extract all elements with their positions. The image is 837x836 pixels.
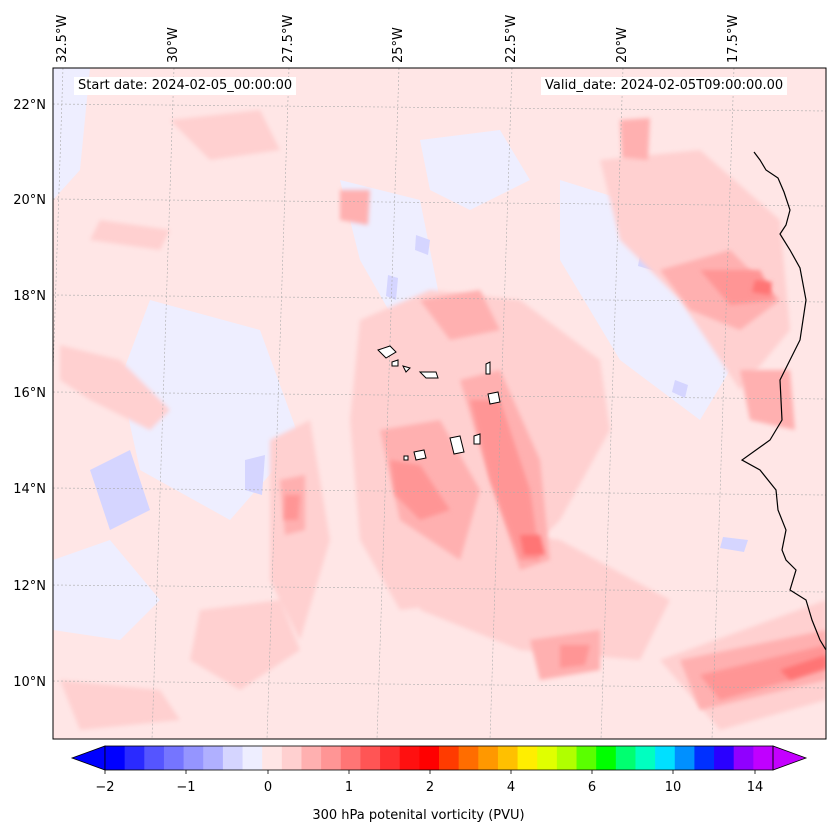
colorbar-title: 300 hPa potenital vorticity (PVU)	[312, 808, 525, 823]
colorbar-swatch	[458, 746, 479, 770]
colorbar-swatch	[694, 746, 715, 770]
colorbar-swatch	[674, 746, 695, 770]
colorbar-swatch	[714, 746, 735, 770]
pv-field	[53, 68, 826, 739]
longitude-label: 17.5°W	[726, 14, 741, 63]
colorbar-swatch	[163, 746, 185, 770]
parallel-line	[53, 391, 826, 400]
colorbar-swatch	[478, 746, 499, 770]
parallel-line	[53, 198, 826, 207]
colorbar-tick-label: 2	[425, 780, 435, 795]
graticule	[53, 68, 826, 739]
colorbar-swatch	[733, 746, 754, 770]
cape-verde-islands	[377, 345, 501, 461]
parallel-line	[53, 103, 826, 112]
start-date-label: Start date: 2024-02-05_00:00:00	[74, 77, 297, 95]
colorbar-swatch	[537, 746, 558, 770]
parallel-line	[53, 680, 826, 689]
colorbar-tick-label: −2	[95, 780, 115, 795]
colorbar-swatch	[419, 746, 440, 770]
colorbar-swatch	[144, 746, 165, 770]
longitude-label: 30°W	[166, 27, 181, 63]
colorbar-swatch	[301, 746, 322, 770]
colorbar-tick-label: 6	[587, 780, 597, 795]
africa-coastline	[740, 151, 826, 651]
colorbar-swatch	[222, 746, 244, 770]
colorbar-swatch	[596, 746, 617, 770]
colorbar-swatch	[556, 746, 578, 770]
parallel-line	[53, 584, 826, 593]
colorbar-swatch	[262, 746, 283, 770]
longitude-label: 27.5°W	[281, 14, 296, 63]
colorbar-swatch	[380, 746, 401, 770]
parallel-line	[53, 487, 826, 496]
colorbar-swatch	[183, 746, 204, 770]
colorbar-swatch	[124, 746, 145, 770]
colorbar-tick-label: 1	[344, 780, 354, 795]
colorbar-swatch	[576, 746, 597, 770]
valid-date-label: Valid_date: 2024-02-05T09:00:00.00	[541, 77, 788, 95]
colorbar-swatch	[203, 746, 224, 770]
latitude-label: 10°N	[13, 675, 46, 690]
colorbar-swatch	[439, 746, 460, 770]
colorbar-swatch	[615, 746, 636, 770]
colorbar-swatch	[497, 746, 519, 770]
colorbar-swatch	[635, 746, 656, 770]
colorbar-swatch	[753, 746, 774, 770]
longitude-label: 32.5°W	[55, 14, 70, 63]
colorbar-frame	[104, 745, 774, 771]
colorbar-swatch	[655, 746, 676, 770]
map-frame	[52, 67, 827, 740]
colorbar-swatch	[517, 746, 538, 770]
colorbar-tick-label: 14	[746, 780, 764, 795]
colorbar-tick-label: 10	[664, 780, 682, 795]
colorbar-under-arrow	[70, 745, 106, 771]
parallel-line	[53, 294, 826, 303]
colorbar-swatch	[321, 746, 342, 770]
colorbar	[70, 745, 808, 774]
colorbar-swatch	[281, 746, 302, 770]
latitude-label: 22°N	[13, 98, 46, 113]
longitude-label: 22.5°W	[504, 14, 519, 63]
latitude-label: 14°N	[13, 482, 46, 497]
longitude-label: 25°W	[391, 27, 406, 63]
colorbar-swatch	[340, 746, 361, 770]
colorbar-tick-label: −1	[176, 780, 196, 795]
longitude-label: 20°W	[615, 27, 630, 63]
colorbar-tick-label: 4	[506, 780, 516, 795]
colorbar-swatch	[399, 746, 420, 770]
latitude-label: 18°N	[13, 289, 46, 304]
colorbar-swatch	[105, 746, 126, 770]
latitude-label: 16°N	[13, 386, 46, 401]
latitude-label: 12°N	[13, 579, 46, 594]
colorbar-swatch	[360, 746, 381, 770]
colorbar-swatch	[242, 746, 263, 770]
colorbar-over-arrow	[772, 745, 808, 771]
colorbar-tick-label: 0	[263, 780, 273, 795]
latitude-label: 20°N	[13, 193, 46, 208]
